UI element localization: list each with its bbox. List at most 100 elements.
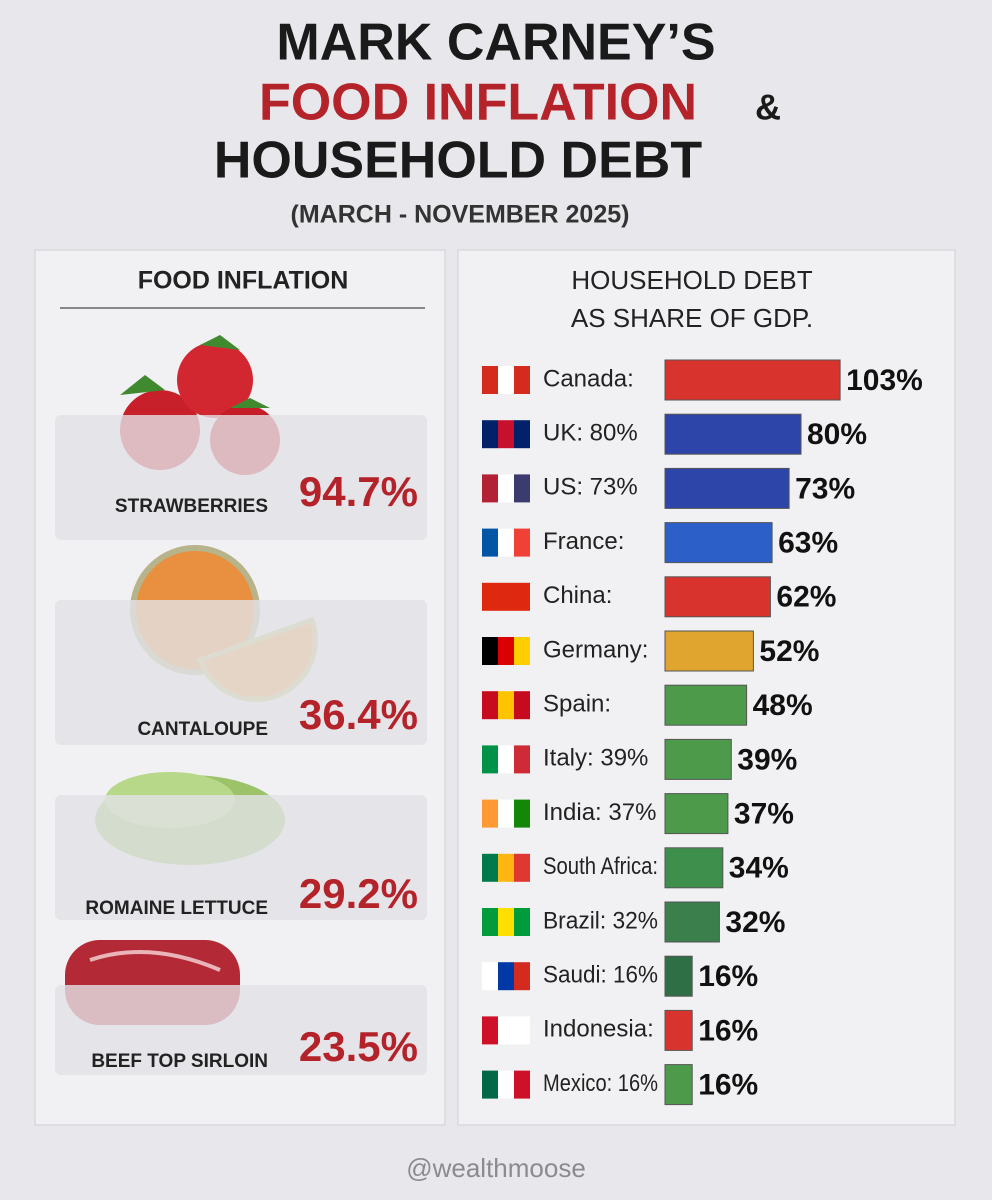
value-label: 32% <box>725 906 785 939</box>
bar <box>664 576 771 618</box>
category-label: Germany: <box>543 636 648 663</box>
flag <box>514 962 530 991</box>
flag <box>498 1070 514 1099</box>
food-list: STRAWBERRIES 94.7% CANTALOUPE 36.4% ROMAINE … <box>55 415 427 1075</box>
flag <box>482 420 498 449</box>
handle: @wealthmoose <box>406 1153 586 1183</box>
flag <box>482 962 498 991</box>
bar <box>664 359 841 401</box>
flag <box>498 420 514 449</box>
flag <box>482 908 498 936</box>
flag <box>482 1070 498 1099</box>
value-label: 16% <box>698 1069 758 1102</box>
panel-title: AS SHARE OF GDP. <box>571 303 813 333</box>
flag <box>514 420 530 449</box>
flag <box>514 745 530 774</box>
value-label: 103% <box>846 364 923 397</box>
title: & <box>755 87 781 128</box>
value-label: 62% <box>776 581 836 614</box>
bar <box>664 1009 693 1051</box>
flag <box>514 1016 530 1045</box>
flag <box>482 582 498 611</box>
value-label: 73% <box>795 472 855 505</box>
bar <box>664 955 693 997</box>
flag <box>514 799 530 828</box>
panel-title: HOUSEHOLD DEBT <box>571 265 812 295</box>
category-label: Mexico: 16% <box>543 1070 658 1097</box>
item-label: BEEF TOP SIRLOIN <box>91 1051 268 1072</box>
flag <box>498 474 514 503</box>
flag <box>498 908 514 936</box>
bar <box>664 793 729 835</box>
flag <box>514 582 530 611</box>
flag <box>498 853 514 882</box>
item-box <box>55 415 427 540</box>
title: FOOD INFLATION <box>259 74 697 132</box>
value-label: 52% <box>759 635 819 668</box>
item-box <box>55 600 427 745</box>
flag <box>482 799 498 828</box>
item-value: 23.5% <box>299 1023 418 1070</box>
flag <box>514 474 530 503</box>
flag <box>498 691 514 720</box>
value-label: 39% <box>737 743 797 776</box>
flag <box>514 528 530 557</box>
flag <box>514 637 530 665</box>
flag <box>482 366 498 394</box>
category-label: India: 37% <box>543 799 656 826</box>
item-box <box>55 985 427 1075</box>
flag <box>514 1070 530 1099</box>
bar <box>664 847 724 889</box>
flag <box>514 691 530 720</box>
value-label: 80% <box>807 418 867 451</box>
value-label: 16% <box>698 1014 758 1047</box>
bar <box>664 467 790 509</box>
flag <box>482 528 498 557</box>
bar <box>664 630 754 672</box>
category-label: US: 73% <box>543 474 638 501</box>
item-value: 29.2% <box>299 870 418 917</box>
category-label: UK: 80% <box>543 420 638 447</box>
category-label: Italy: 39% <box>543 745 648 772</box>
title: HOUSEHOLD DEBT <box>214 132 702 190</box>
bar <box>664 684 748 726</box>
value-label: 34% <box>729 852 789 885</box>
flag <box>514 908 530 936</box>
flag <box>498 745 514 774</box>
category-label: South Africa: <box>543 853 658 880</box>
flag <box>498 1016 514 1045</box>
flag <box>498 637 514 665</box>
value-label: 16% <box>698 960 758 993</box>
item-label: CANTALOUPE <box>137 719 268 740</box>
item-value: 94.7% <box>299 468 418 515</box>
value-label: 48% <box>753 689 813 722</box>
flag <box>514 366 530 394</box>
item-box <box>55 795 427 920</box>
flag <box>498 799 514 828</box>
title: MARK CARNEY’S <box>276 14 715 72</box>
flag <box>498 366 514 394</box>
item-label: ROMAINE LETTUCE <box>85 898 268 919</box>
flag <box>482 474 498 503</box>
bar <box>664 413 802 455</box>
flag <box>514 853 530 882</box>
category-label: Canada: <box>543 365 634 392</box>
bar <box>664 1064 693 1106</box>
panel-title: FOOD INFLATION <box>138 267 349 295</box>
flag <box>498 962 514 991</box>
bar <box>664 901 720 943</box>
flag <box>498 582 514 611</box>
category-label: Saudi: 16% <box>543 962 658 989</box>
flag <box>482 1016 498 1045</box>
flag <box>482 691 498 720</box>
flag <box>482 637 498 665</box>
item-label: STRAWBERRIES <box>115 496 268 517</box>
category-label: France: <box>543 528 624 555</box>
flag <box>482 853 498 882</box>
bar-chart: Canada: 103% UK: 80% 80% US: 73% 73% France: 63… <box>482 359 923 1106</box>
category-label: China: <box>543 582 612 609</box>
category-label: Indonesia: <box>543 1016 654 1043</box>
item-value: 36.4% <box>299 691 418 738</box>
